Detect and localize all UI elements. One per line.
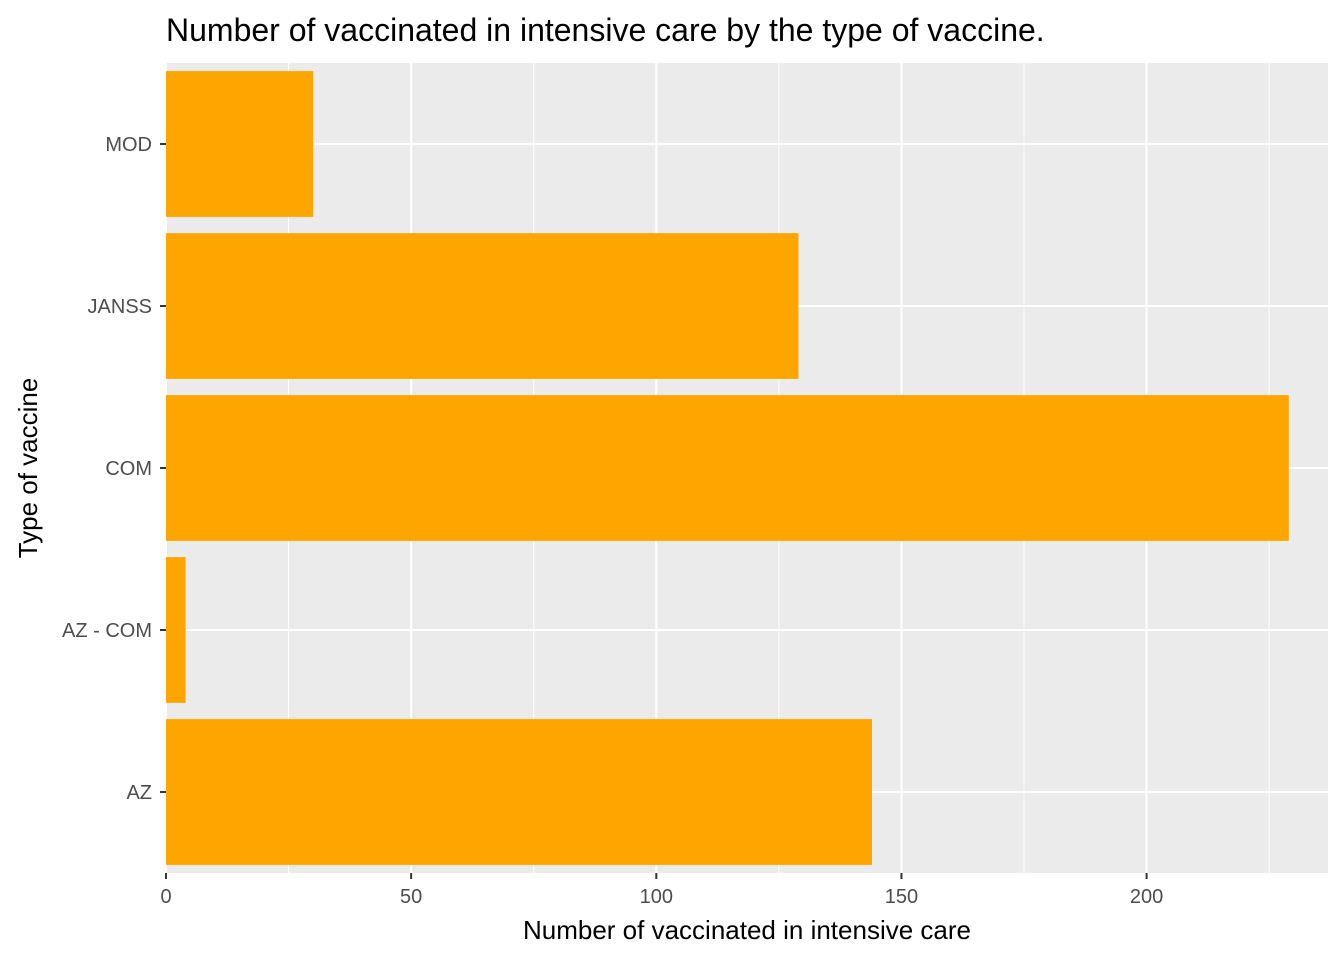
x-axis-title: Number of vaccinated in intensive care [523, 915, 971, 945]
y-axis-title: Type of vaccine [13, 378, 43, 559]
y-tick-label: AZ - COM [62, 620, 152, 642]
x-tick-label: 200 [1130, 886, 1163, 908]
bar-janss [166, 233, 799, 379]
bar-az [166, 719, 873, 865]
x-tick-label: 50 [400, 886, 422, 908]
y-tick-label: COM [105, 458, 152, 480]
y-tick-label: AZ [126, 782, 152, 804]
y-axis: AZ AZ - COM COM JANSS MOD [62, 134, 166, 804]
bar-az-com [166, 557, 186, 703]
y-tick-label: JANSS [88, 296, 152, 318]
bar-mod [166, 71, 314, 217]
x-tick-label: 0 [160, 886, 171, 908]
chart-title: Number of vaccinated in intensive care b… [166, 12, 1045, 48]
bars [166, 71, 1289, 865]
x-tick-label: 150 [885, 886, 918, 908]
y-tick-label: MOD [105, 134, 152, 156]
x-axis: 0 50 100 150 200 [160, 873, 1163, 908]
x-tick-label: 100 [640, 886, 673, 908]
bar-com [166, 395, 1289, 541]
